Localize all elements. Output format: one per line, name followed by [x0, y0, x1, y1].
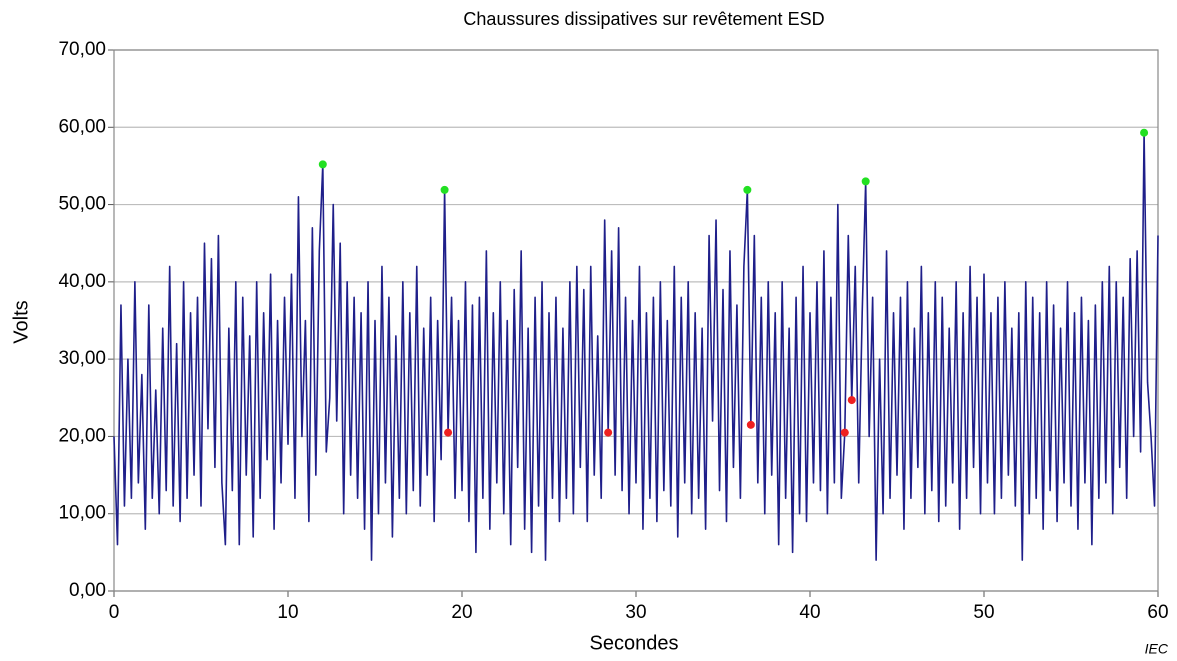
chart-title: Chaussures dissipatives sur revêtement E… — [463, 9, 824, 29]
point-marker — [318, 160, 327, 169]
point-marker — [604, 428, 613, 437]
y-tick-label: 10,00 — [58, 503, 106, 524]
y-tick-label: 30,00 — [58, 348, 106, 369]
point-marker — [746, 420, 755, 429]
y-tick-label: 0,00 — [69, 580, 106, 601]
point-marker — [743, 185, 752, 194]
y-tick-label: 20,00 — [58, 425, 106, 446]
point-marker — [440, 185, 449, 194]
x-tick-label: 0 — [109, 602, 120, 623]
annotation: IEC — [1145, 641, 1169, 657]
point-marker — [444, 428, 453, 437]
point-marker — [840, 428, 849, 437]
x-tick-label: 20 — [451, 602, 472, 623]
plot-frame — [113, 49, 1159, 592]
x-tick-label: 40 — [799, 602, 820, 623]
data-line — [113, 131, 1159, 561]
x-tick-label: 10 — [277, 602, 298, 623]
y-tick-label: 70,00 — [58, 39, 106, 60]
y-tick-label: 60,00 — [58, 116, 106, 137]
point-marker — [861, 177, 870, 186]
point-marker — [1140, 128, 1149, 137]
x-tick-label: 60 — [1147, 602, 1168, 623]
x-axis-label: Secondes — [590, 632, 679, 654]
x-tick-label: 30 — [625, 602, 646, 623]
y-axis-label: Volts — [10, 300, 32, 343]
x-tick-label: 50 — [973, 602, 994, 623]
point-marker — [847, 396, 856, 405]
y-tick-label: 40,00 — [58, 271, 106, 292]
y-tick-label: 50,00 — [58, 194, 106, 215]
